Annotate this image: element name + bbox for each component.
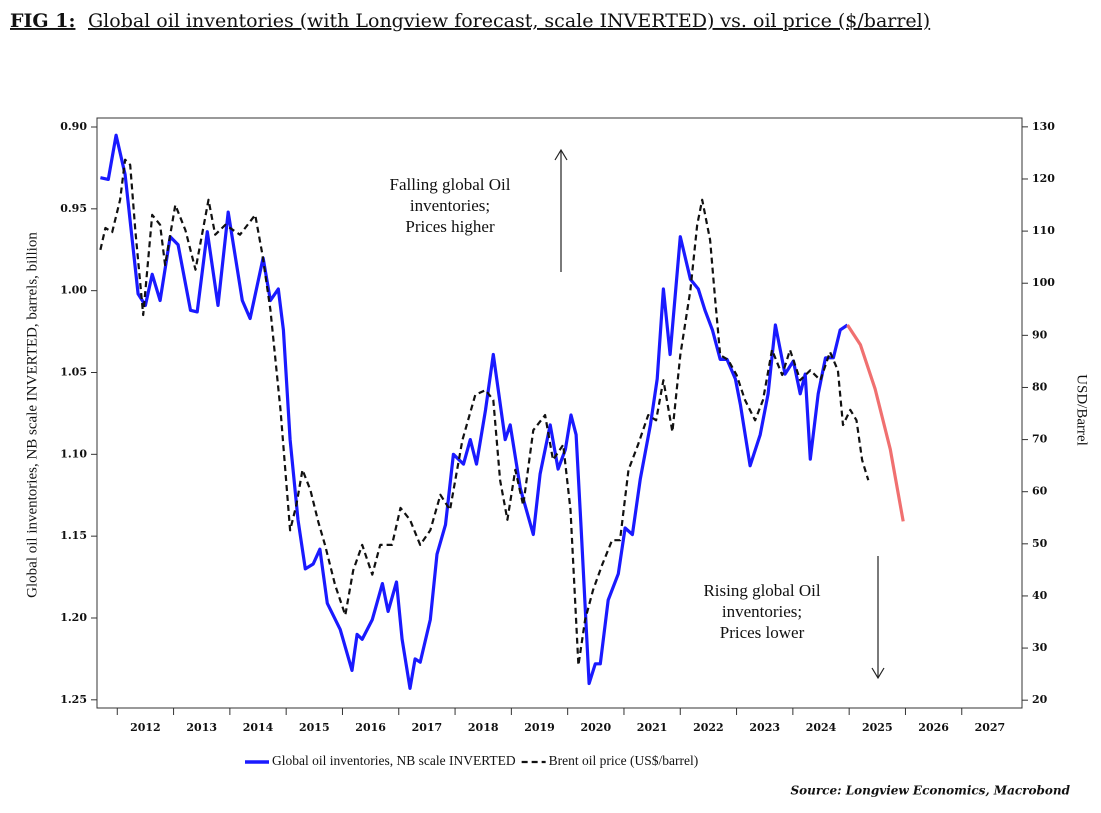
y2-tick-label: 100 (1032, 276, 1055, 289)
x-tick-label: 2027 (975, 721, 1006, 734)
x-tick-label: 2014 (243, 721, 274, 734)
x-tick-label: 2022 (693, 721, 724, 734)
x-tick-label: 2017 (412, 721, 443, 734)
x-tick-label: 2020 (581, 721, 612, 734)
x-tick-label: 2018 (468, 721, 499, 734)
y-tick-label: 0.95 (60, 202, 87, 215)
y-tick-label: 1.25 (60, 693, 87, 706)
annotation: inventories; (410, 196, 490, 215)
y2-tick-label: 90 (1032, 328, 1048, 341)
y2-tick-label: 80 (1032, 380, 1048, 393)
title-label: FIG 1: (10, 10, 75, 32)
series-line (100, 133, 849, 690)
source: Source: Longview Economics, Macrobond (790, 784, 1070, 798)
y-tick-label: 1.05 (60, 365, 87, 378)
x-tick-label: 2019 (524, 721, 555, 734)
x-tick-label: 2025 (862, 721, 893, 734)
y2-tick-label: 130 (1032, 120, 1055, 133)
legend-label: Global oil inventories, NB scale INVERTE… (272, 753, 516, 768)
x-tick-label: 2021 (637, 721, 668, 734)
y2-tick-label: 70 (1032, 433, 1048, 446)
y2-tick-label: 30 (1032, 641, 1048, 654)
chart-title: Global oil inventories (with Longview fo… (88, 10, 930, 32)
x-tick-label: 2023 (749, 721, 780, 734)
annotation: Prices higher (405, 217, 495, 236)
y2-tick-label: 110 (1032, 224, 1055, 237)
y-tick-label: 1.15 (60, 529, 87, 542)
x-tick-label: 2012 (130, 721, 161, 734)
y2-tick-label: 40 (1032, 589, 1048, 602)
x-tick-label: 2015 (299, 721, 330, 734)
y-tick-label: 1.20 (60, 611, 87, 624)
y-tick-label: 0.90 (60, 120, 87, 133)
annotation: Rising global Oil (703, 581, 820, 600)
x-tick-label: 2013 (186, 721, 217, 734)
y2-tick-label: 120 (1032, 172, 1055, 185)
x-tick-label: 2026 (918, 721, 949, 734)
annotation: inventories; (722, 602, 802, 621)
x-tick-label: 2024 (806, 721, 837, 734)
annotation: Falling global Oil (390, 175, 511, 194)
y-axis-label: Global oil inventories, NB scale INVERTE… (24, 232, 40, 598)
series-line (846, 324, 905, 522)
arrow-up (554, 148, 568, 272)
y2-axis-label: USD/Barrel (1074, 374, 1090, 446)
legend-label: Brent oil price (US$/barrel) (549, 753, 699, 768)
arrow-down (871, 556, 885, 680)
y-tick-label: 1.00 (60, 284, 87, 297)
x-tick-label: 2016 (355, 721, 386, 734)
y2-tick-label: 50 (1032, 537, 1048, 550)
series-line (99, 158, 870, 667)
plot-frame (96, 117, 1023, 709)
y-tick-label: 1.10 (60, 447, 87, 460)
y2-tick-label: 20 (1032, 693, 1048, 706)
y2-tick-label: 60 (1032, 485, 1048, 498)
annotation: Prices lower (720, 623, 805, 642)
